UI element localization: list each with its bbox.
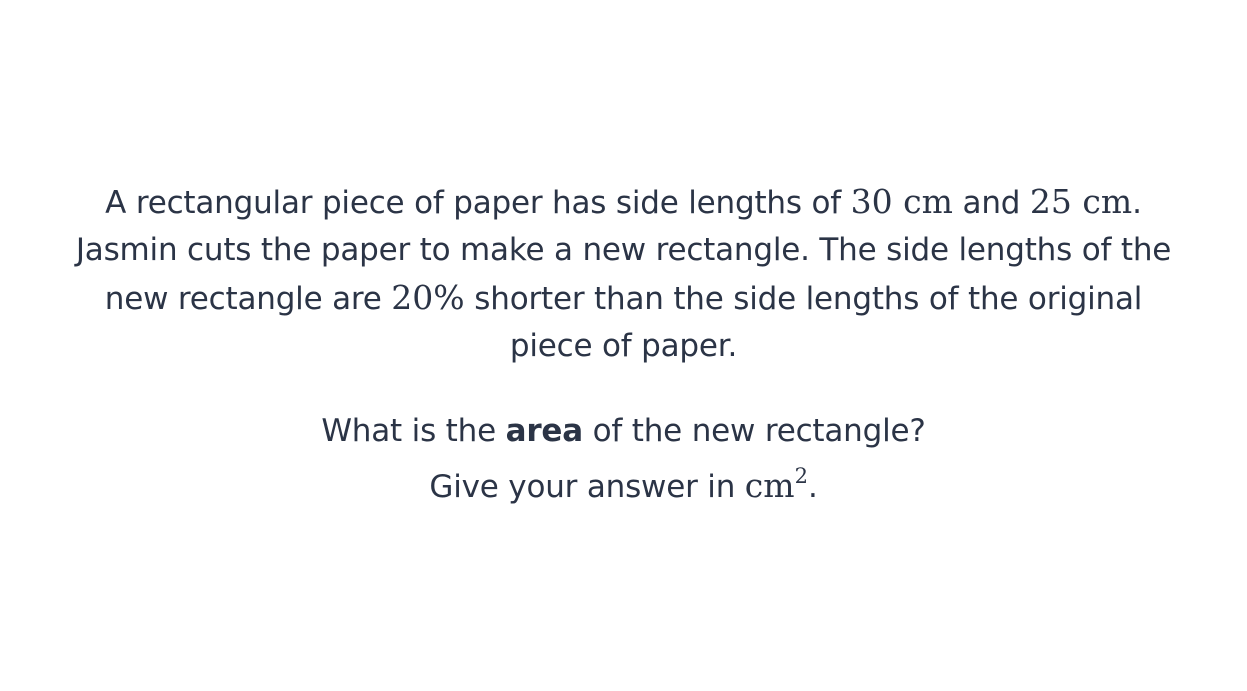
question-prompt: What is the area of the new rectangle? G… [0,408,1247,511]
statement-line-3: new rectangle are 20% shorter than the s… [104,278,1143,317]
math-percent: 20% [391,278,465,317]
math-unit: cm2 [744,464,808,505]
prompt-line-2: Give your answer in cm2. [429,464,818,505]
statement-line-1: A rectangular piece of paper has side le… [105,182,1142,221]
statement-line-4: piece of paper. [509,328,738,364]
prompt-line-1: What is the area of the new rectangle? [321,413,926,449]
math-length-1: 30 cm [850,182,953,221]
question-text: A rectangular piece of paper has side le… [0,178,1247,511]
emphasis-area: area [505,413,584,449]
statement-line-2: Jasmin cuts the paper to make a new rect… [75,232,1172,268]
unit-exponent: 2 [794,464,808,488]
problem-statement: A rectangular piece of paper has side le… [0,178,1247,370]
math-length-2: 25 cm [1029,182,1133,221]
